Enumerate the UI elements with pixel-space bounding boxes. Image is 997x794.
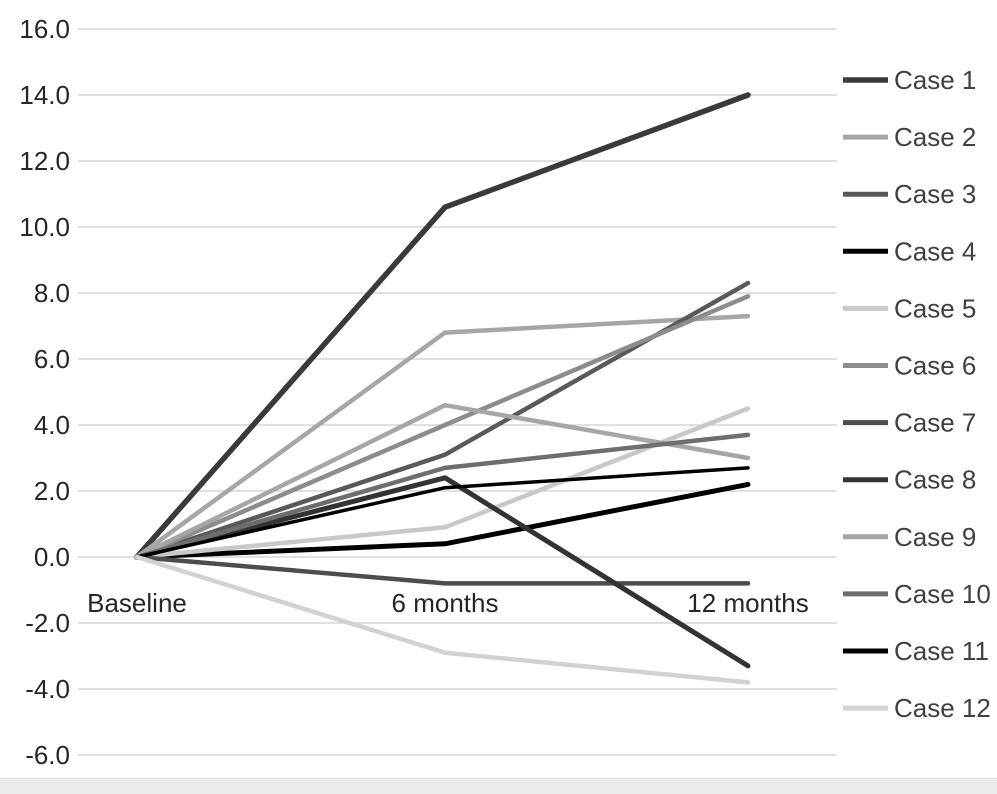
- y-tick-label: 0.0: [34, 542, 70, 572]
- y-tick-label: 12.0: [19, 146, 70, 176]
- gridlines: [78, 28, 837, 756]
- legend-label: Case 9: [894, 522, 976, 552]
- chart-line-case-9: [134, 402, 751, 560]
- legend-label: Case 4: [894, 236, 976, 266]
- legend-item-case-8: Case 8: [843, 465, 976, 495]
- y-tick-label: 10.0: [19, 212, 70, 242]
- x-axis-tick-labels: Baseline 6 months 12 months: [87, 588, 809, 618]
- chart-line-case-11: [135, 466, 750, 559]
- x-tick-label: Baseline: [87, 588, 187, 618]
- y-axis-tick-labels: 16.0 14.0 12.0 10.0 8.0 6.0 4.0 2.0 0.0 -2.0 -4.0 -…: [19, 14, 70, 770]
- legend-item-case-9: Case 9: [843, 522, 976, 552]
- legend-item-case-5: Case 5: [843, 293, 976, 323]
- y-tick-label: -2.0: [25, 608, 70, 638]
- legend-item-case-12: Case 12: [843, 693, 991, 723]
- legend-label: Case 2: [894, 122, 976, 152]
- legend-label: Case 11: [894, 636, 989, 666]
- legend-item-case-10: Case 10: [843, 579, 991, 609]
- legend-label: Case 7: [894, 408, 976, 438]
- y-tick-label: 4.0: [34, 410, 70, 440]
- y-tick-label: -4.0: [25, 674, 70, 704]
- legend-label: Case 1: [894, 65, 976, 95]
- chart-line-case-10: [134, 432, 751, 560]
- legend: Case 1 Case 2 Case 3 Case 4 Case 5 Case 6 Case…: [843, 65, 991, 723]
- chart-line-case-8: [134, 475, 751, 669]
- legend-item-case-6: Case 6: [843, 351, 976, 381]
- y-tick-label: 16.0: [19, 14, 70, 44]
- legend-item-case-2: Case 2: [843, 122, 976, 152]
- legend-label: Case 5: [894, 293, 976, 323]
- y-tick-label: 8.0: [34, 278, 70, 308]
- chart-line-case-12: [134, 554, 751, 685]
- legend-label: Case 12: [894, 693, 991, 723]
- chart-line-case-4: [134, 481, 751, 560]
- legend-item-case-11: Case 11: [843, 636, 989, 666]
- legend-label: Case 6: [894, 351, 976, 381]
- chart-line-case-2: [134, 313, 751, 560]
- chart-line-case-1: [134, 92, 751, 560]
- x-tick-label: 6 months: [392, 588, 499, 618]
- legend-item-case-7: Case 7: [843, 408, 976, 438]
- y-tick-label: 6.0: [34, 344, 70, 374]
- legend-item-case-3: Case 3: [843, 179, 976, 209]
- legend-item-case-1: Case 1: [843, 65, 976, 95]
- x-tick-label: 12 months: [687, 588, 808, 618]
- y-tick-label: 14.0: [19, 80, 70, 110]
- legend-item-case-4: Case 4: [843, 236, 976, 266]
- y-tick-label: 2.0: [34, 476, 70, 506]
- y-tick-label: -6.0: [25, 740, 70, 770]
- legend-label: Case 8: [894, 465, 976, 495]
- bottom-strip: [0, 778, 997, 794]
- series-lines: [134, 92, 751, 685]
- chart-line-case-7: [134, 554, 751, 586]
- chart-line-case-6: [134, 294, 751, 560]
- legend-label: Case 10: [894, 579, 991, 609]
- legend-label: Case 3: [894, 179, 976, 209]
